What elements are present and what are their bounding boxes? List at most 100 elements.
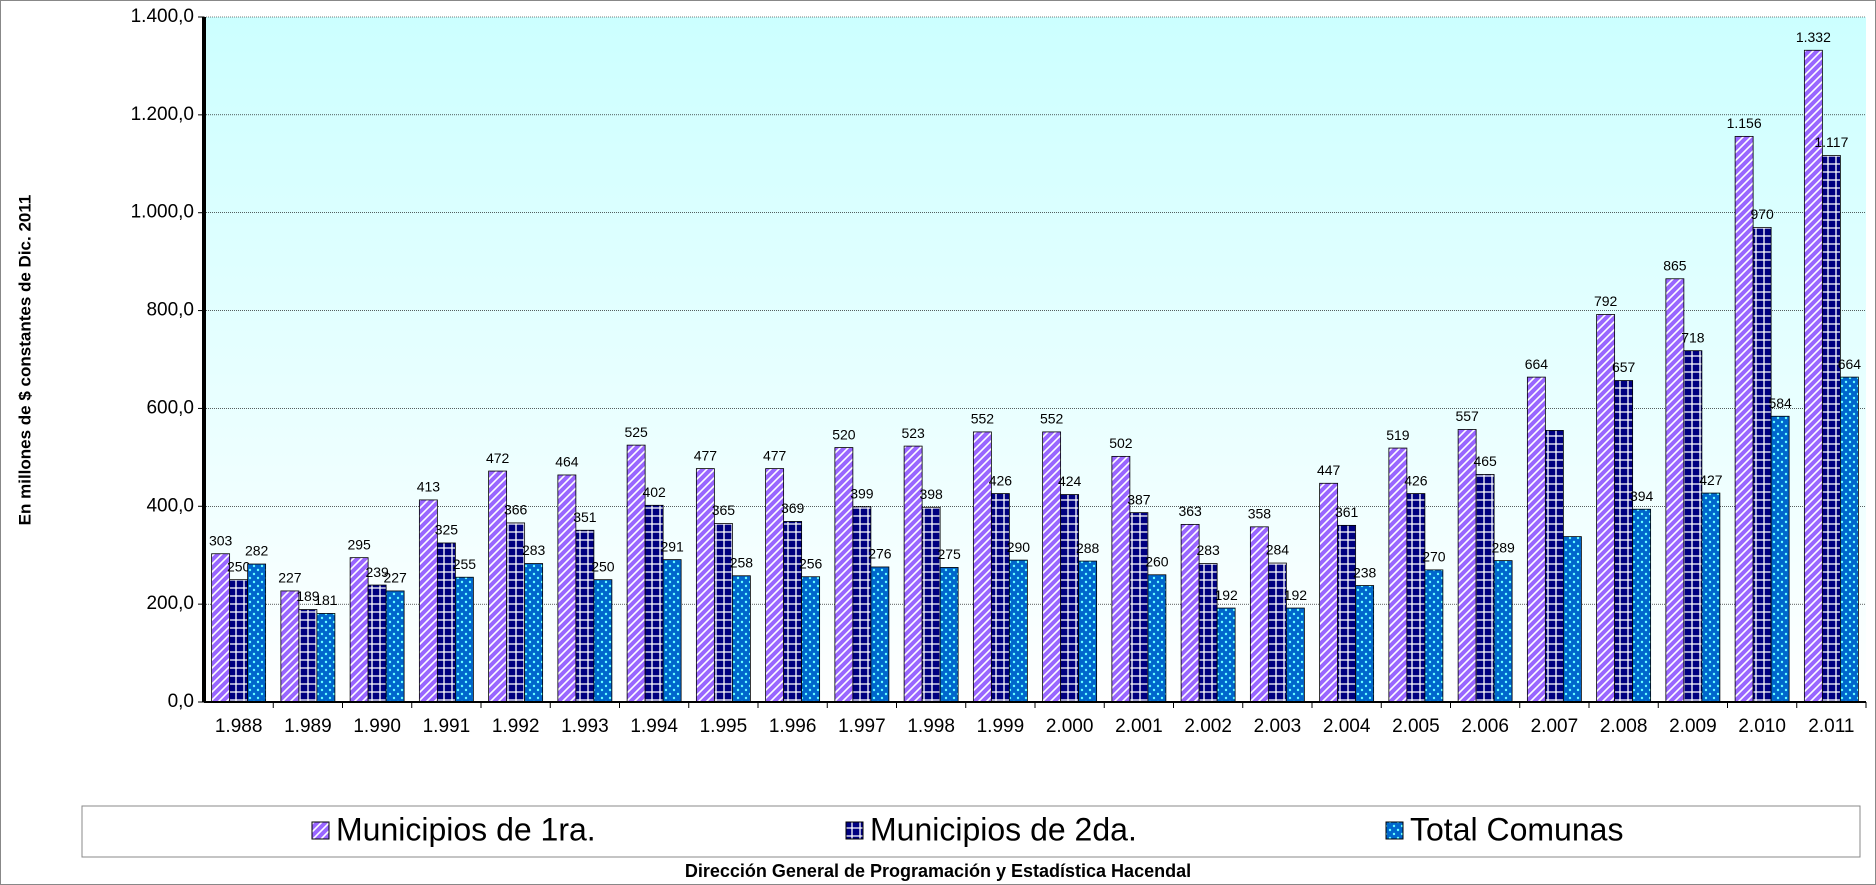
bar <box>1752 226 1772 703</box>
bar <box>280 590 300 703</box>
x-tick-label: 2.007 <box>1531 716 1579 737</box>
value-label: 970 <box>1750 206 1774 222</box>
x-tick-label: 1.996 <box>769 716 817 737</box>
value-label: 557 <box>1455 408 1479 424</box>
bar <box>1614 380 1634 703</box>
bar <box>1078 560 1098 703</box>
bar <box>1475 474 1495 703</box>
plot-area <box>204 17 1866 702</box>
x-tick-label: 1.991 <box>423 716 471 737</box>
x-tick-label: 1.995 <box>700 716 748 737</box>
x-tick-label: 2.008 <box>1600 716 1648 737</box>
value-label: 426 <box>989 472 1013 488</box>
bar <box>524 563 544 703</box>
value-label: 520 <box>832 426 856 442</box>
value-label: 283 <box>1196 542 1220 558</box>
value-label: 792 <box>1594 293 1618 309</box>
x-tick-label: 2.002 <box>1184 716 1232 737</box>
value-label: 227 <box>383 570 407 586</box>
value-label: 290 <box>1007 539 1031 555</box>
y-tick-label: 400,0 <box>146 495 194 516</box>
value-label: 258 <box>730 554 754 570</box>
value-label: 1.117 <box>1814 134 1848 150</box>
bar <box>1216 607 1236 703</box>
value-label: 192 <box>1214 587 1238 603</box>
legend-label: Municipios de 2da. <box>870 811 1137 847</box>
value-label: 270 <box>1422 549 1446 565</box>
bar <box>1701 492 1721 703</box>
value-label: 657 <box>1612 359 1636 375</box>
value-label: 351 <box>573 509 597 525</box>
bar <box>247 563 267 703</box>
bar <box>1060 494 1080 703</box>
x-tick-label: 1.997 <box>838 716 886 737</box>
bar <box>939 567 959 703</box>
bar <box>644 504 664 703</box>
bar <box>1129 512 1149 703</box>
bar <box>921 506 941 703</box>
y-axis-label: En millones de $ constantes de Dic. 2011 <box>15 195 34 526</box>
value-label: 358 <box>1248 506 1272 522</box>
value-label: 552 <box>971 411 995 427</box>
value-label: 295 <box>347 536 371 552</box>
value-label: 664 <box>1525 356 1549 372</box>
value-label: 718 <box>1681 329 1705 345</box>
value-label: 387 <box>1127 491 1151 507</box>
x-tick-label: 1.994 <box>630 716 678 737</box>
footer: Dirección General de Programación y Esta… <box>685 861 1191 881</box>
y-tick-label: 1.400,0 <box>131 6 194 27</box>
legend-label: Total Comunas <box>1410 811 1623 847</box>
value-label: 250 <box>591 558 615 574</box>
bar <box>1457 429 1477 703</box>
value-label: 361 <box>1335 504 1359 520</box>
legend-label: Municipios de 1ra. <box>336 811 596 847</box>
value-label: 427 <box>1699 472 1723 488</box>
bar <box>1632 508 1652 703</box>
value-label: 276 <box>868 546 892 562</box>
x-tick-label: 1.990 <box>353 716 401 737</box>
value-label: 477 <box>763 447 787 463</box>
x-tick-label: 2.011 <box>1808 716 1854 737</box>
bar <box>1337 524 1357 703</box>
legend <box>81 805 1861 858</box>
value-label: 426 <box>1404 472 1428 488</box>
x-tick-label: 2.000 <box>1046 716 1094 737</box>
bar <box>211 553 231 703</box>
value-label: 275 <box>937 546 961 562</box>
value-label: 282 <box>245 543 269 559</box>
bar <box>1198 563 1218 703</box>
bar <box>1285 607 1305 703</box>
bar <box>1267 562 1287 703</box>
bar <box>1008 559 1028 703</box>
value-label: 369 <box>781 500 805 516</box>
value-label: 502 <box>1109 435 1133 451</box>
bar <box>990 493 1010 703</box>
value-label: 260 <box>1145 553 1169 569</box>
value-label: 291 <box>660 538 684 554</box>
value-label: 189 <box>296 588 320 604</box>
value-label: 865 <box>1663 257 1687 273</box>
x-tick-label: 2.010 <box>1738 716 1786 737</box>
bar <box>870 566 890 703</box>
value-label: 523 <box>901 425 925 441</box>
x-tick-label: 2.004 <box>1323 716 1371 737</box>
value-label: 325 <box>435 522 459 538</box>
value-label: 413 <box>417 479 441 495</box>
bar <box>1406 493 1426 703</box>
value-label: 424 <box>1058 473 1082 489</box>
value-label: 192 <box>1284 587 1308 603</box>
x-tick-label: 1.998 <box>907 716 955 737</box>
value-label: 283 <box>522 542 546 558</box>
y-tick-label: 800,0 <box>146 300 194 321</box>
value-label: 365 <box>712 502 736 518</box>
x-tick-label: 1.992 <box>492 716 540 737</box>
bar <box>298 609 318 703</box>
value-label: 363 <box>1178 503 1202 519</box>
value-label: 552 <box>1040 411 1064 427</box>
bar <box>385 590 405 703</box>
y-tick-label: 1.000,0 <box>131 202 194 223</box>
value-label: 366 <box>504 502 528 518</box>
value-label: 256 <box>799 555 823 571</box>
legend-swatch <box>311 821 330 840</box>
